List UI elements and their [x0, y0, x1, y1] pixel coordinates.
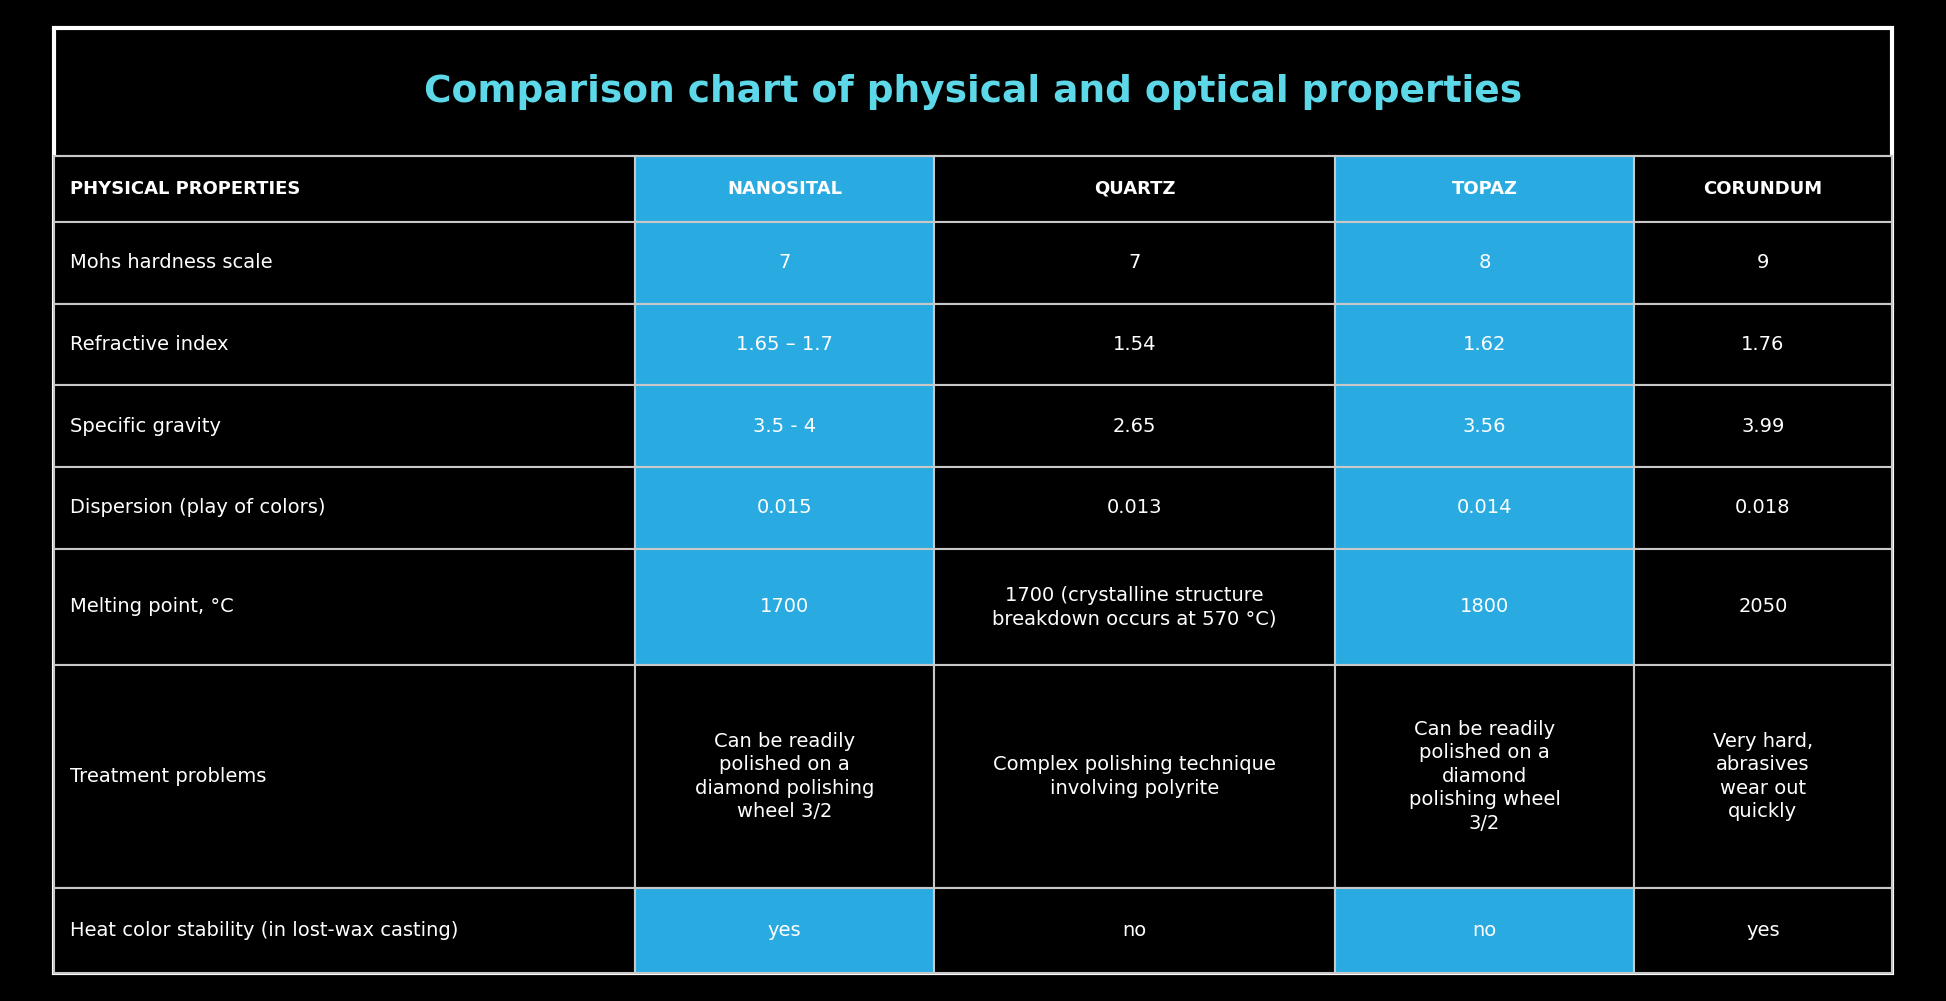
Bar — [54, 303, 634, 385]
Bar — [1635, 155, 1892, 222]
Text: 1700 (crystalline structure
breakdown occurs at 570 °C): 1700 (crystalline structure breakdown oc… — [992, 586, 1277, 629]
Text: Refractive index: Refractive index — [70, 335, 228, 354]
Bar — [1335, 385, 1635, 467]
Bar — [634, 467, 934, 549]
Text: no: no — [1123, 921, 1146, 940]
Bar — [1635, 665, 1892, 888]
Text: PHYSICAL PROPERTIES: PHYSICAL PROPERTIES — [70, 180, 300, 198]
Text: QUARTZ: QUARTZ — [1094, 180, 1175, 198]
Bar — [634, 549, 934, 665]
Text: 9: 9 — [1757, 253, 1769, 272]
Text: 7: 7 — [778, 253, 790, 272]
Text: TOPAZ: TOPAZ — [1452, 180, 1518, 198]
Text: 1.76: 1.76 — [1742, 335, 1784, 354]
Bar — [634, 222, 934, 303]
Bar — [934, 303, 1335, 385]
Text: yes: yes — [1746, 921, 1781, 940]
Bar — [634, 303, 934, 385]
Text: 0.013: 0.013 — [1107, 498, 1162, 518]
Bar — [1335, 665, 1635, 888]
Text: Treatment problems: Treatment problems — [70, 767, 267, 786]
Bar — [934, 549, 1335, 665]
Bar — [1635, 385, 1892, 467]
Text: Can be readily
polished on a
diamond polishing
wheel 3/2: Can be readily polished on a diamond pol… — [695, 732, 874, 821]
Bar — [1335, 888, 1635, 973]
Text: Specific gravity: Specific gravity — [70, 416, 222, 435]
Bar — [54, 549, 634, 665]
Text: Melting point, °C: Melting point, °C — [70, 598, 234, 617]
Text: 3.99: 3.99 — [1742, 416, 1784, 435]
Bar — [1335, 155, 1635, 222]
Bar — [1335, 222, 1635, 303]
Bar — [54, 222, 634, 303]
Text: CORUNDUM: CORUNDUM — [1703, 180, 1823, 198]
Bar — [634, 155, 934, 222]
Bar — [1335, 549, 1635, 665]
Bar — [1635, 549, 1892, 665]
Bar — [934, 888, 1335, 973]
Text: NANOSITAL: NANOSITAL — [728, 180, 843, 198]
Bar — [1635, 888, 1892, 973]
Text: 2050: 2050 — [1738, 598, 1788, 617]
Text: Comparison chart of physical and optical properties: Comparison chart of physical and optical… — [424, 74, 1522, 110]
Text: 8: 8 — [1479, 253, 1491, 272]
Text: 1.65 – 1.7: 1.65 – 1.7 — [736, 335, 833, 354]
Text: 1800: 1800 — [1460, 598, 1510, 617]
Text: yes: yes — [769, 921, 802, 940]
Bar — [934, 665, 1335, 888]
Text: no: no — [1473, 921, 1496, 940]
Bar — [1335, 467, 1635, 549]
Text: 2.65: 2.65 — [1113, 416, 1156, 435]
Text: Heat color stability (in lost-wax casting): Heat color stability (in lost-wax castin… — [70, 921, 459, 940]
Text: 3.5 - 4: 3.5 - 4 — [753, 416, 815, 435]
Text: 0.018: 0.018 — [1736, 498, 1790, 518]
Bar — [634, 385, 934, 467]
Bar — [934, 467, 1335, 549]
Text: Can be readily
polished on a
diamond
polishing wheel
3/2: Can be readily polished on a diamond pol… — [1409, 720, 1561, 833]
Bar — [934, 222, 1335, 303]
Bar — [54, 155, 634, 222]
Text: 0.014: 0.014 — [1458, 498, 1512, 518]
Text: 1.54: 1.54 — [1113, 335, 1156, 354]
Text: 1.62: 1.62 — [1463, 335, 1506, 354]
Text: Mohs hardness scale: Mohs hardness scale — [70, 253, 272, 272]
Bar — [634, 888, 934, 973]
Bar — [54, 385, 634, 467]
Bar — [1635, 303, 1892, 385]
Bar — [1635, 222, 1892, 303]
Text: Complex polishing technique
involving polyrite: Complex polishing technique involving po… — [992, 755, 1277, 798]
Text: 7: 7 — [1129, 253, 1140, 272]
Bar — [1635, 467, 1892, 549]
Text: 3.56: 3.56 — [1463, 416, 1506, 435]
Bar — [1335, 303, 1635, 385]
Bar — [934, 385, 1335, 467]
Bar — [634, 665, 934, 888]
Text: 1700: 1700 — [761, 598, 810, 617]
Bar — [54, 888, 634, 973]
Text: Very hard,
abrasives
wear out
quickly: Very hard, abrasives wear out quickly — [1712, 732, 1814, 821]
Bar — [54, 665, 634, 888]
Bar — [54, 467, 634, 549]
Text: 0.015: 0.015 — [757, 498, 813, 518]
Text: Dispersion (play of colors): Dispersion (play of colors) — [70, 498, 325, 518]
Bar — [934, 155, 1335, 222]
